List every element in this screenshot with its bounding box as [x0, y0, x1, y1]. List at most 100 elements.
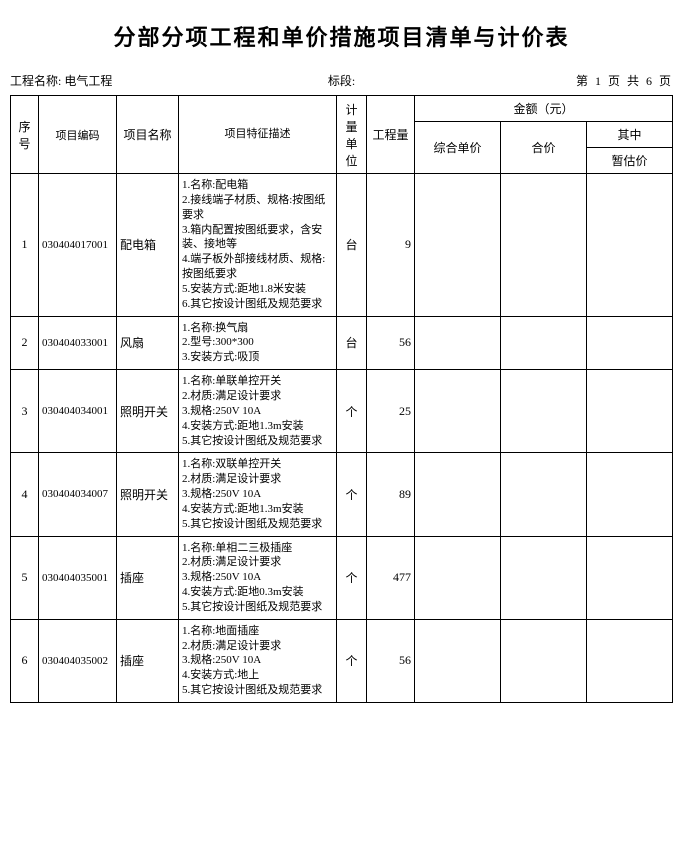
cell-name: 风扇: [117, 316, 179, 370]
cell-unit-price: [415, 370, 501, 453]
cell-unit: 个: [337, 370, 367, 453]
desc-line: 4.安装方式:距地1.3m安装: [182, 419, 333, 434]
cell-seq: 1: [11, 174, 39, 317]
cell-name: 插座: [117, 619, 179, 702]
table-row: 2030404033001风扇1.名称:换气扇2.型号:300*3003.安装方…: [11, 316, 673, 370]
cell-seq: 4: [11, 453, 39, 536]
cell-code: 030404034007: [39, 453, 117, 536]
meta-page: 第 1 页 共 6 页: [452, 72, 673, 89]
desc-line: 2.材质:满足设计要求: [182, 389, 333, 404]
cell-estimate: [587, 536, 673, 619]
desc-line: 1.名称:地面插座: [182, 624, 333, 639]
header-unit-price: 综合单价: [415, 122, 501, 174]
header-unit: 计量单位: [337, 96, 367, 174]
desc-line: 3.规格:250V 10A: [182, 404, 333, 419]
cell-estimate: [587, 619, 673, 702]
desc-line: 5.其它按设计图纸及规范要求: [182, 434, 333, 449]
cell-seq: 3: [11, 370, 39, 453]
page-title: 分部分项工程和单价措施项目清单与计价表: [10, 20, 673, 52]
desc-line: 2.型号:300*300: [182, 335, 333, 350]
cell-desc: 1.名称:单联单控开关2.材质:满足设计要求3.规格:250V 10A4.安装方…: [179, 370, 337, 453]
table-row: 4030404034007照明开关1.名称:双联单控开关2.材质:满足设计要求3…: [11, 453, 673, 536]
cell-name: 照明开关: [117, 453, 179, 536]
cell-code: 030404017001: [39, 174, 117, 317]
desc-line: 3.规格:250V 10A: [182, 653, 333, 668]
header-total-price: 合价: [501, 122, 587, 174]
header-amount-group: 金额（元）: [415, 96, 673, 122]
cell-estimate: [587, 453, 673, 536]
cell-qty: 25: [367, 370, 415, 453]
desc-line: 1.名称:单相二三极插座: [182, 541, 333, 556]
cell-unit: 台: [337, 316, 367, 370]
cell-code: 030404033001: [39, 316, 117, 370]
table-body: 1030404017001配电箱1.名称:配电箱2.接线端子材质、规格:按图纸要…: [11, 174, 673, 703]
meta-section: 标段:: [231, 72, 452, 89]
cell-unit-price: [415, 453, 501, 536]
bill-table: 序号 项目编码 项目名称 项目特征描述 计量单位 工程量 金额（元） 综合单价 …: [10, 95, 673, 703]
project-name: 电气工程: [64, 74, 112, 88]
desc-line: 4.安装方式:距地0.3m安装: [182, 585, 333, 600]
desc-line: 3.规格:250V 10A: [182, 570, 333, 585]
cell-unit: 台: [337, 174, 367, 317]
cell-desc: 1.名称:换气扇2.型号:300*3003.安装方式:吸顶: [179, 316, 337, 370]
desc-line: 2.材质:满足设计要求: [182, 555, 333, 570]
cell-unit-price: [415, 619, 501, 702]
cell-name: 配电箱: [117, 174, 179, 317]
cell-unit: 个: [337, 536, 367, 619]
desc-line: 6.其它按设计图纸及规范要求: [182, 297, 333, 312]
cell-qty: 56: [367, 316, 415, 370]
cell-desc: 1.名称:配电箱2.接线端子材质、规格:按图纸要求3.箱内配置按图纸要求，含安装…: [179, 174, 337, 317]
cell-total-price: [501, 619, 587, 702]
cell-unit-price: [415, 536, 501, 619]
cell-desc: 1.名称:地面插座2.材质:满足设计要求3.规格:250V 10A4.安装方式:…: [179, 619, 337, 702]
cell-total-price: [501, 174, 587, 317]
cell-qty: 477: [367, 536, 415, 619]
header-sub-group: 其中: [587, 122, 673, 148]
header-desc: 项目特征描述: [179, 96, 337, 174]
desc-line: 1.名称:单联单控开关: [182, 374, 333, 389]
header-name: 项目名称: [117, 96, 179, 174]
desc-line: 4.安装方式:距地1.3m安装: [182, 502, 333, 517]
header-seq: 序号: [11, 96, 39, 174]
meta-project: 工程名称: 电气工程: [10, 72, 231, 89]
header-code: 项目编码: [39, 96, 117, 174]
cell-estimate: [587, 316, 673, 370]
cell-seq: 5: [11, 536, 39, 619]
desc-line: 3.箱内配置按图纸要求，含安装、接地等: [182, 223, 333, 253]
cell-desc: 1.名称:双联单控开关2.材质:满足设计要求3.规格:250V 10A4.安装方…: [179, 453, 337, 536]
desc-line: 1.名称:换气扇: [182, 321, 333, 336]
cell-total-price: [501, 536, 587, 619]
cell-estimate: [587, 174, 673, 317]
desc-line: 2.材质:满足设计要求: [182, 472, 333, 487]
header-qty: 工程量: [367, 96, 415, 174]
cell-name: 插座: [117, 536, 179, 619]
desc-line: 2.接线端子材质、规格:按图纸要求: [182, 193, 333, 223]
cell-qty: 89: [367, 453, 415, 536]
desc-line: 1.名称:配电箱: [182, 178, 333, 193]
table-row: 1030404017001配电箱1.名称:配电箱2.接线端子材质、规格:按图纸要…: [11, 174, 673, 317]
desc-line: 4.端子板外部接线材质、规格:按图纸要求: [182, 252, 333, 282]
desc-line: 1.名称:双联单控开关: [182, 457, 333, 472]
table-row: 3030404034001照明开关1.名称:单联单控开关2.材质:满足设计要求3…: [11, 370, 673, 453]
cell-code: 030404034001: [39, 370, 117, 453]
cell-unit: 个: [337, 619, 367, 702]
cell-unit: 个: [337, 453, 367, 536]
meta-row: 工程名称: 电气工程 标段: 第 1 页 共 6 页: [10, 72, 673, 89]
cell-total-price: [501, 453, 587, 536]
desc-line: 5.其它按设计图纸及规范要求: [182, 683, 333, 698]
cell-unit-price: [415, 316, 501, 370]
table-row: 6030404035002插座1.名称:地面插座2.材质:满足设计要求3.规格:…: [11, 619, 673, 702]
project-label: 工程名称:: [10, 74, 61, 88]
cell-total-price: [501, 370, 587, 453]
cell-name: 照明开关: [117, 370, 179, 453]
cell-code: 030404035001: [39, 536, 117, 619]
desc-line: 4.安装方式:地上: [182, 668, 333, 683]
cell-code: 030404035002: [39, 619, 117, 702]
cell-qty: 56: [367, 619, 415, 702]
cell-desc: 1.名称:单相二三极插座2.材质:满足设计要求3.规格:250V 10A4.安装…: [179, 536, 337, 619]
desc-line: 2.材质:满足设计要求: [182, 639, 333, 654]
section-label: 标段:: [328, 74, 355, 88]
desc-line: 5.其它按设计图纸及规范要求: [182, 600, 333, 615]
table-header: 序号 项目编码 项目名称 项目特征描述 计量单位 工程量 金额（元） 综合单价 …: [11, 96, 673, 174]
cell-total-price: [501, 316, 587, 370]
